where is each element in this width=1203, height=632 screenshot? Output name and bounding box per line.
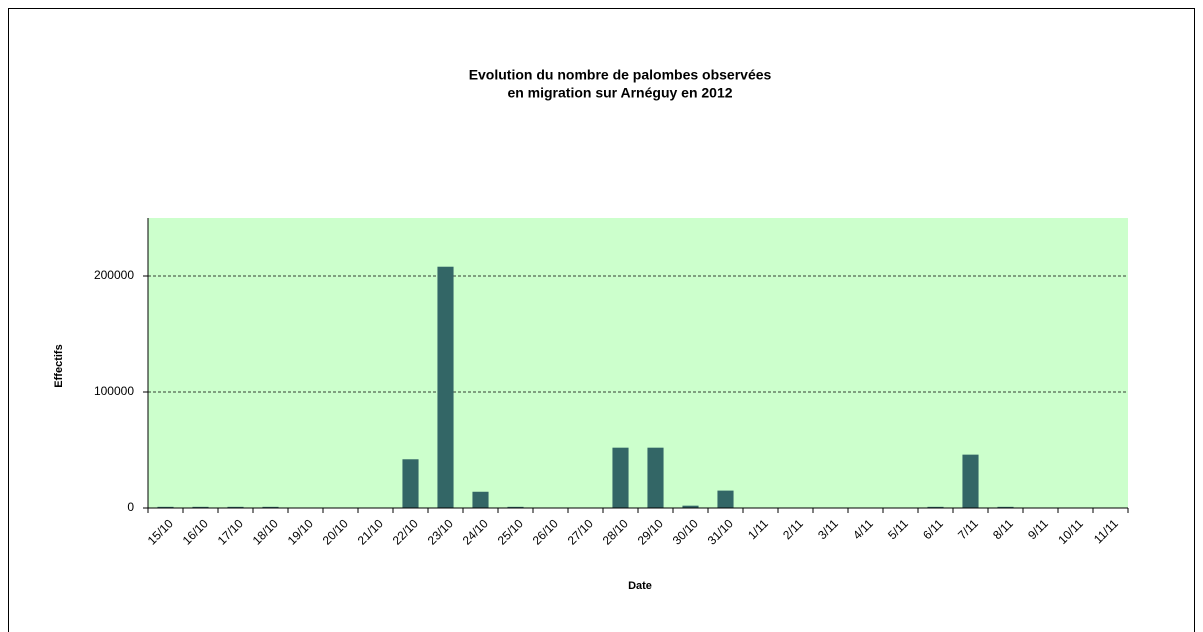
bar (997, 506, 1014, 508)
bar (962, 454, 979, 508)
bar (157, 506, 174, 508)
y-axis-title: Effectifs (53, 344, 65, 387)
chart-title: Evolution du nombre de palombes observée… (469, 67, 772, 83)
bar (612, 447, 629, 508)
x-axis-title: Date (628, 580, 652, 592)
y-tick-label: 200000 (94, 268, 134, 282)
bar (927, 506, 944, 508)
bar (262, 506, 279, 508)
bar (507, 506, 524, 508)
bar (682, 505, 699, 508)
bar (717, 490, 734, 508)
y-tick-label: 0 (127, 500, 134, 514)
chart-title: en migration sur Arnéguy en 2012 (507, 85, 732, 101)
bar (192, 506, 209, 508)
bar (402, 459, 419, 508)
bar (472, 491, 489, 508)
plot-area (148, 218, 1128, 508)
y-tick-label: 100000 (94, 384, 134, 398)
bar (227, 506, 244, 508)
bar (647, 447, 664, 508)
bar (437, 266, 454, 508)
